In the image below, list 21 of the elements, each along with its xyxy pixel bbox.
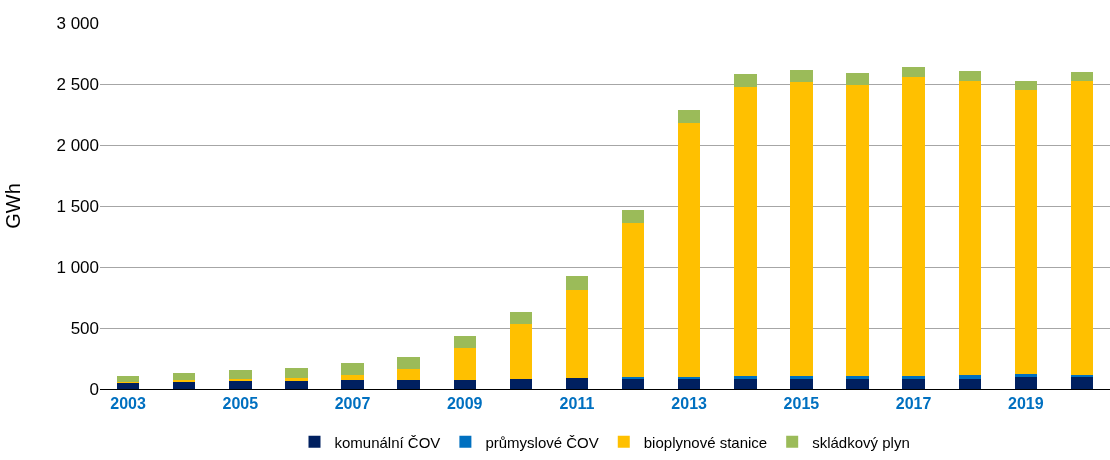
x-tick-label: 2007 <box>334 395 371 413</box>
y-tick-label: 0 <box>89 379 99 399</box>
x-tick-label: 2013 <box>671 395 708 413</box>
x-tick-label: 2009 <box>446 395 483 413</box>
legend-label: bioplynové stanice <box>643 433 768 451</box>
x-tick-label: 2017 <box>895 395 932 413</box>
y-tick-label: 500 <box>70 318 99 338</box>
y-axis-title: GWh <box>1 183 24 229</box>
y-tick-label: 2 000 <box>56 135 99 155</box>
legend-label: komunální ČOV <box>334 433 441 451</box>
legend-label: průmyslové ČOV <box>485 433 599 451</box>
y-tick-label: 1 500 <box>56 196 99 216</box>
x-tick-label: 2011 <box>559 395 595 413</box>
x-tick-label: 2019 <box>1008 395 1044 413</box>
x-tick-label: 2003 <box>110 395 146 413</box>
x-tick-label: 2005 <box>222 395 259 413</box>
y-tick-label: 3 000 <box>56 13 99 33</box>
y-tick-label: 1 000 <box>56 257 99 277</box>
y-tick-label: 2 500 <box>56 74 99 94</box>
x-tick-label: 2015 <box>783 395 820 413</box>
legend-label: skládkový plyn <box>812 433 910 451</box>
